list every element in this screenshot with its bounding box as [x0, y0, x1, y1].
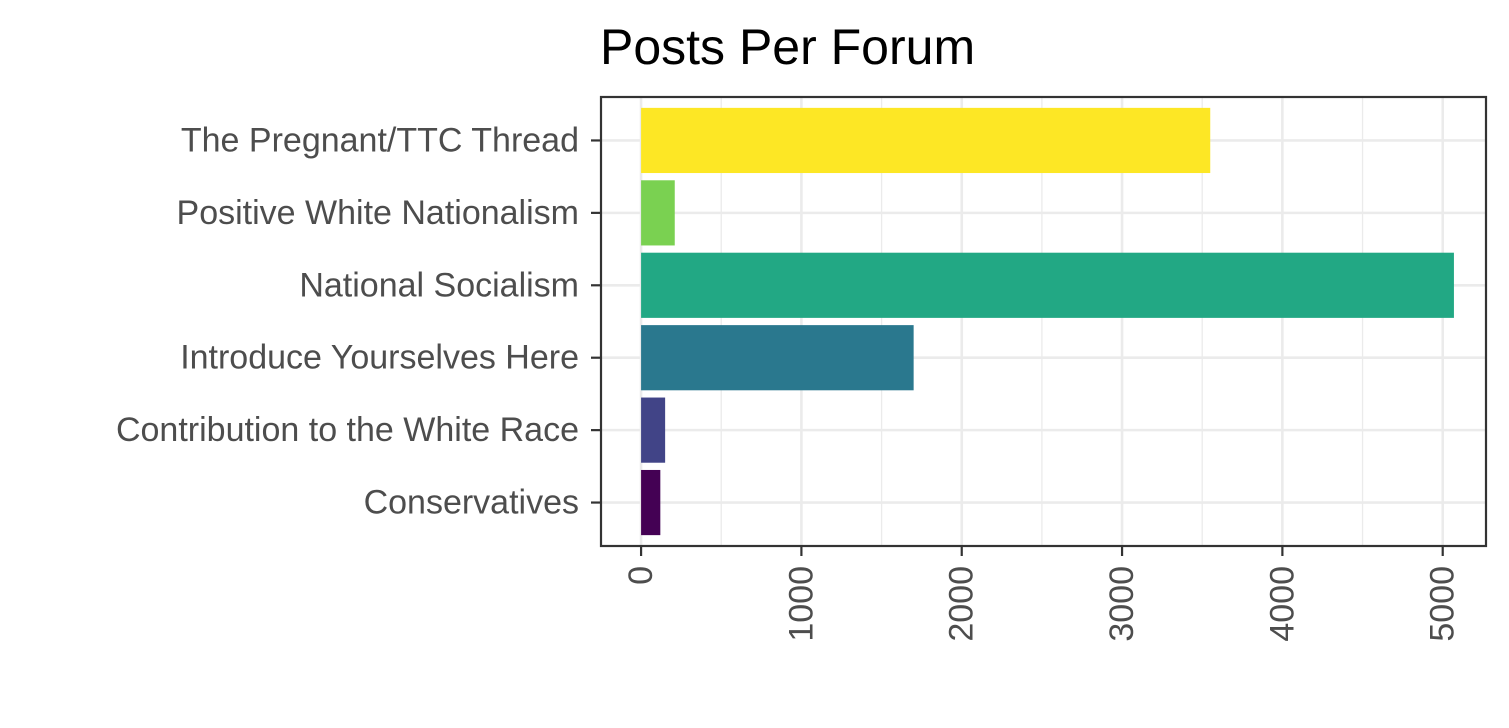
bar — [641, 469, 661, 536]
x-tick-label: 0 — [622, 566, 660, 585]
x-axis: 0 1000 2000 3000 4000 5000 — [622, 546, 1462, 642]
category-label: National Socialism — [299, 266, 579, 304]
bars — [641, 107, 1454, 536]
x-tick-label: 5000 — [1424, 566, 1462, 642]
plot-panel-border — [599, 95, 1488, 548]
y-axis: Conservatives Contribution to the White R… — [116, 121, 601, 522]
category-label: Positive White Nationalism — [177, 194, 579, 232]
bar — [641, 107, 1211, 174]
x-tick-label: 2000 — [943, 566, 981, 642]
bar — [641, 252, 1454, 318]
category-label: Contribution to the White Race — [116, 411, 579, 449]
bar — [641, 397, 666, 463]
x-tick-label: 4000 — [1263, 566, 1301, 642]
category-label: The Pregnant/TTC Thread — [181, 121, 579, 159]
bar — [641, 180, 675, 246]
bar — [641, 325, 914, 391]
category-label: Introduce Yourselves Here — [180, 339, 579, 377]
x-tick-label: 3000 — [1103, 566, 1141, 642]
x-tick-label: 1000 — [782, 566, 820, 642]
chart-title: Posts Per Forum — [600, 19, 975, 75]
category-label: Conservatives — [364, 484, 579, 522]
